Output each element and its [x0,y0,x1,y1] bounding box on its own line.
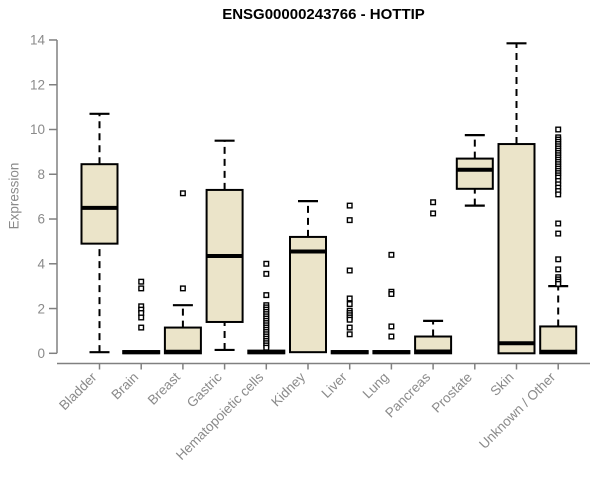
outlier-point-lung [388,251,395,258]
chart-title: ENSG00000243766 - HOTTIP [222,6,425,23]
box-kidney [289,235,327,354]
x-tick-label-breast: Breast [145,369,183,407]
outlier-point-liver [346,316,353,323]
outlier-point-pancreas [430,210,437,217]
outlier-point-hematopoietic-cells [263,260,270,267]
y-tick-label: 6 [37,212,45,227]
y-tick-label: 12 [30,77,45,92]
outlier-point-unknown-other [555,280,562,287]
x-tick-label-kidney: Kidney [268,369,308,409]
outlier-point-liver [346,202,353,209]
x-tick-label-pancreas: Pancreas [382,369,433,420]
x-tick-label-skin: Skin [487,370,516,399]
outlier-point-lung [388,290,395,297]
box-skin [497,143,536,355]
y-axis-label: Expression [6,162,22,230]
x-tick-label-gastric: Gastric [184,369,225,410]
outlier-point-hematopoietic-cells [263,270,270,277]
y-tick-label: 8 [37,167,45,182]
box-prostate [455,157,494,190]
outlier-point-unknown-other [555,191,562,198]
y-tick-label: 4 [37,257,45,272]
x-tick-label-lung: Lung [360,370,392,402]
outlier-point-lung [388,333,395,340]
outlier-point-unknown-other [555,230,562,237]
outlier-point-brain [138,285,145,292]
outlier-point-liver [346,324,353,331]
x-tick-label-bladder: Bladder [56,369,100,413]
outlier-point-breast [179,190,186,197]
x-tick-label-liver: Liver [319,369,351,401]
outlier-point-liver [346,301,353,308]
box-breast [163,326,202,355]
outlier-point-unknown-other [555,126,562,133]
outlier-point-hematopoietic-cells [263,344,270,351]
x-tick-label-prostate: Prostate [429,370,475,416]
outlier-point-breast [179,285,186,292]
outlier-point-brain [138,278,145,285]
outlier-point-unknown-other [555,266,562,273]
outlier-point-liver [346,331,353,338]
outlier-point-liver [346,267,353,274]
outlier-point-pancreas [430,199,437,206]
outlier-point-liver [346,217,353,224]
outlier-point-brain [138,314,145,321]
x-tick-label-brain: Brain [108,370,141,403]
outlier-point-unknown-other [555,220,562,227]
outlier-point-liver [346,295,353,302]
x-tick-label-unknown-other: Unknown / Other [476,369,559,452]
outlier-point-brain [138,324,145,331]
box-unknown-other [539,325,578,355]
outlier-point-unknown-other [555,256,562,263]
y-tick-label: 14 [30,33,46,48]
y-tick-label: 2 [37,301,45,316]
outlier-point-hematopoietic-cells [263,292,270,299]
box-bladder [80,163,119,245]
outlier-point-lung [388,323,395,330]
y-tick-label: 10 [30,122,45,137]
y-tick-label: 0 [37,346,45,361]
